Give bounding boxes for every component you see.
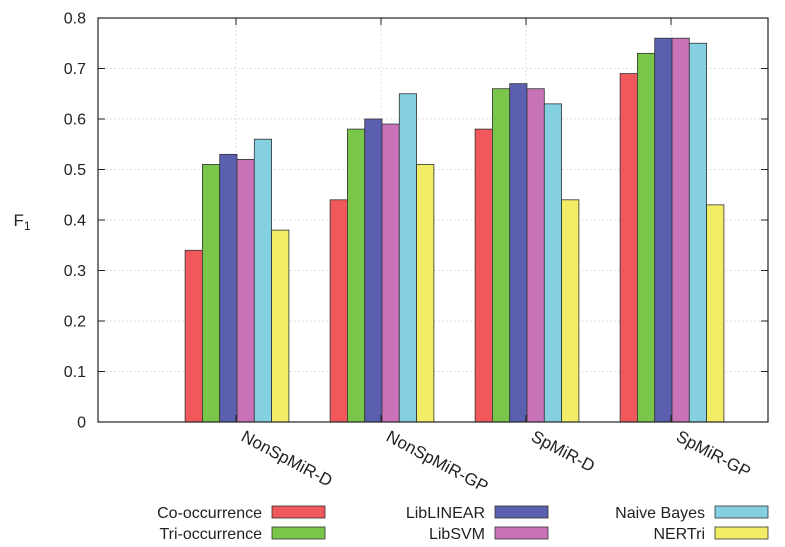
bar	[509, 83, 528, 423]
legend-label: LibLINEAR	[406, 505, 485, 522]
legend-swatch	[714, 526, 769, 540]
x-category-label: NonSpMiR-GP	[383, 427, 491, 497]
x-category-label: NonSpMiR-D	[238, 427, 335, 491]
legend: Co-occurrence Tri-occurrence LibLINEAR LibS…	[157, 505, 769, 543]
bar	[271, 229, 290, 423]
x-category-label: SpMiR-GP	[673, 427, 754, 482]
bar	[619, 73, 638, 423]
y-axis-ticks: 0 0.1 0.2 0.3 0.4 0.5 0.6 0.7 0.8	[64, 11, 768, 432]
y-tick-label: 0.6	[64, 112, 86, 129]
bar	[381, 123, 400, 423]
y-axis-label-main: F	[13, 211, 23, 230]
bar	[184, 249, 203, 423]
y-tick-label: 0.3	[64, 263, 86, 280]
y-axis-label-subscript: 1	[24, 219, 31, 233]
legend-label: LibSVM	[429, 526, 485, 543]
x-axis-category-labels: NonSpMiR-D NonSpMiR-GP SpMiR-D SpMiR-GP	[238, 427, 754, 497]
bar	[474, 128, 493, 423]
legend-label: NERTri	[653, 526, 705, 543]
bar	[561, 199, 580, 423]
y-axis-label: F1	[13, 211, 30, 233]
bar	[236, 158, 255, 423]
bar	[706, 204, 725, 423]
y-tick-label: 0.5	[64, 162, 86, 179]
bar	[219, 153, 238, 423]
bar	[364, 118, 383, 423]
bars	[184, 37, 725, 423]
x-category-label: SpMiR-D	[528, 427, 598, 476]
legend-label: Co-occurrence	[157, 505, 262, 522]
bar	[543, 103, 562, 423]
bar	[416, 164, 435, 423]
legend-swatch	[494, 505, 549, 519]
y-tick-label: 0.4	[64, 213, 86, 230]
bar	[526, 88, 545, 423]
bar	[201, 164, 221, 423]
y-tick-label: 0.1	[64, 364, 86, 381]
y-tick-label: 0.2	[64, 314, 86, 331]
bar	[637, 52, 656, 423]
legend-swatch	[494, 526, 549, 540]
legend-swatch	[714, 505, 769, 519]
bar	[329, 199, 348, 423]
y-tick-label: 0.7	[64, 61, 86, 78]
bar	[346, 128, 366, 423]
y-tick-label: 0.8	[64, 11, 86, 28]
legend-label: Naive Bayes	[615, 505, 705, 522]
bar	[398, 93, 417, 423]
y-tick-label: 0	[77, 415, 86, 432]
bar	[491, 88, 511, 423]
bar	[654, 37, 673, 423]
legend-label: Tri-occurrence	[159, 526, 262, 543]
legend-swatch	[271, 526, 326, 540]
bar	[253, 138, 273, 423]
bar	[671, 37, 690, 423]
legend-swatch	[271, 505, 326, 519]
bar	[688, 42, 707, 423]
